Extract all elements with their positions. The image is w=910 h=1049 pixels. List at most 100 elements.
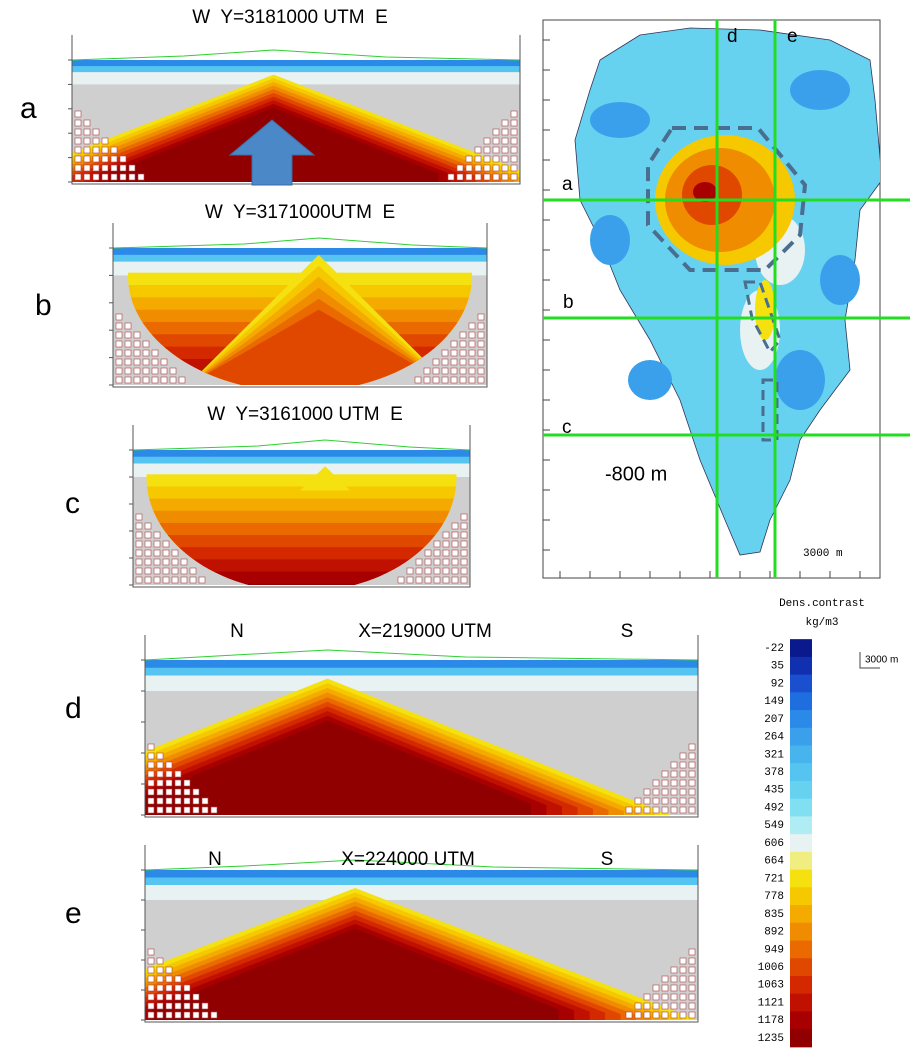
cell	[110, 164, 118, 172]
cell	[451, 531, 459, 539]
layer	[145, 870, 698, 878]
cell	[171, 549, 179, 557]
cell	[661, 788, 669, 796]
cell	[492, 146, 500, 154]
cell	[151, 349, 159, 357]
cell	[147, 770, 155, 778]
layer	[145, 720, 531, 815]
cell	[165, 993, 173, 1001]
cell	[661, 984, 669, 992]
cell	[101, 146, 109, 154]
cell	[174, 984, 182, 992]
cell	[643, 993, 651, 1001]
cell	[115, 313, 123, 321]
cell	[456, 173, 464, 181]
cell	[133, 367, 141, 375]
cell	[135, 549, 143, 557]
cell	[74, 164, 82, 172]
cell	[151, 376, 159, 384]
cell	[679, 975, 687, 983]
colorbar-cell	[790, 745, 812, 764]
colorbar-label: 1178	[758, 1015, 784, 1027]
cell	[652, 984, 660, 992]
cell	[510, 173, 518, 181]
cell	[201, 1002, 209, 1010]
topography	[144, 649, 699, 661]
panel-title-right: S	[601, 849, 614, 870]
panel-title: X=224000 UTM	[341, 849, 475, 870]
cell	[477, 340, 485, 348]
cell	[688, 788, 696, 796]
cell	[670, 966, 678, 974]
cell	[192, 797, 200, 805]
cell	[151, 358, 159, 366]
cell	[634, 1011, 642, 1019]
cell	[477, 331, 485, 339]
cell	[688, 752, 696, 760]
cell	[183, 984, 191, 992]
cell	[135, 558, 143, 566]
cell	[406, 567, 414, 575]
cell	[162, 558, 170, 566]
profile-label: e	[787, 26, 798, 47]
cell	[124, 367, 132, 375]
section: e N X=224000 UTM S	[65, 845, 699, 1023]
colorbar-label: 721	[764, 873, 784, 885]
cell	[670, 1002, 678, 1010]
cell	[451, 576, 459, 584]
cell	[424, 567, 432, 575]
colorbar-label: 835	[764, 909, 784, 921]
cell	[433, 540, 441, 548]
cell	[128, 173, 136, 181]
cell	[165, 1011, 173, 1019]
cell	[156, 797, 164, 805]
cell	[156, 975, 164, 983]
cell	[661, 779, 669, 787]
cell	[510, 146, 518, 154]
cell	[156, 993, 164, 1001]
cell	[414, 376, 422, 384]
cell	[447, 173, 455, 181]
cell	[180, 558, 188, 566]
cell	[101, 155, 109, 163]
cell	[160, 358, 168, 366]
cell	[634, 797, 642, 805]
cell	[643, 797, 651, 805]
cell	[450, 376, 458, 384]
cell	[465, 164, 473, 172]
section: b W Y=3171000UTM E	[35, 202, 488, 388]
cell	[468, 331, 476, 339]
cell	[101, 164, 109, 172]
cell	[162, 576, 170, 584]
cell	[162, 540, 170, 548]
cell	[688, 957, 696, 965]
cell	[670, 984, 678, 992]
colorbar-cell	[790, 958, 812, 977]
anomaly	[820, 255, 860, 305]
cell	[142, 376, 150, 384]
cell	[156, 1011, 164, 1019]
axis	[71, 35, 521, 185]
cell	[510, 164, 518, 172]
profile-label: b	[563, 292, 574, 313]
cell	[142, 358, 150, 366]
cell	[156, 806, 164, 814]
cell	[147, 957, 155, 965]
topography	[71, 49, 521, 61]
cell	[174, 806, 182, 814]
panel-label: c	[65, 487, 80, 520]
cell	[147, 761, 155, 769]
layer	[145, 885, 698, 900]
cell	[119, 164, 127, 172]
cell	[83, 146, 91, 154]
anomaly	[790, 70, 850, 110]
cell	[679, 1002, 687, 1010]
cell	[679, 770, 687, 778]
colorbar-cell	[790, 692, 812, 711]
cell	[501, 173, 509, 181]
colorbar-label: -22	[764, 643, 784, 655]
cell	[192, 788, 200, 796]
cell	[183, 806, 191, 814]
cell	[424, 576, 432, 584]
cell	[459, 349, 467, 357]
